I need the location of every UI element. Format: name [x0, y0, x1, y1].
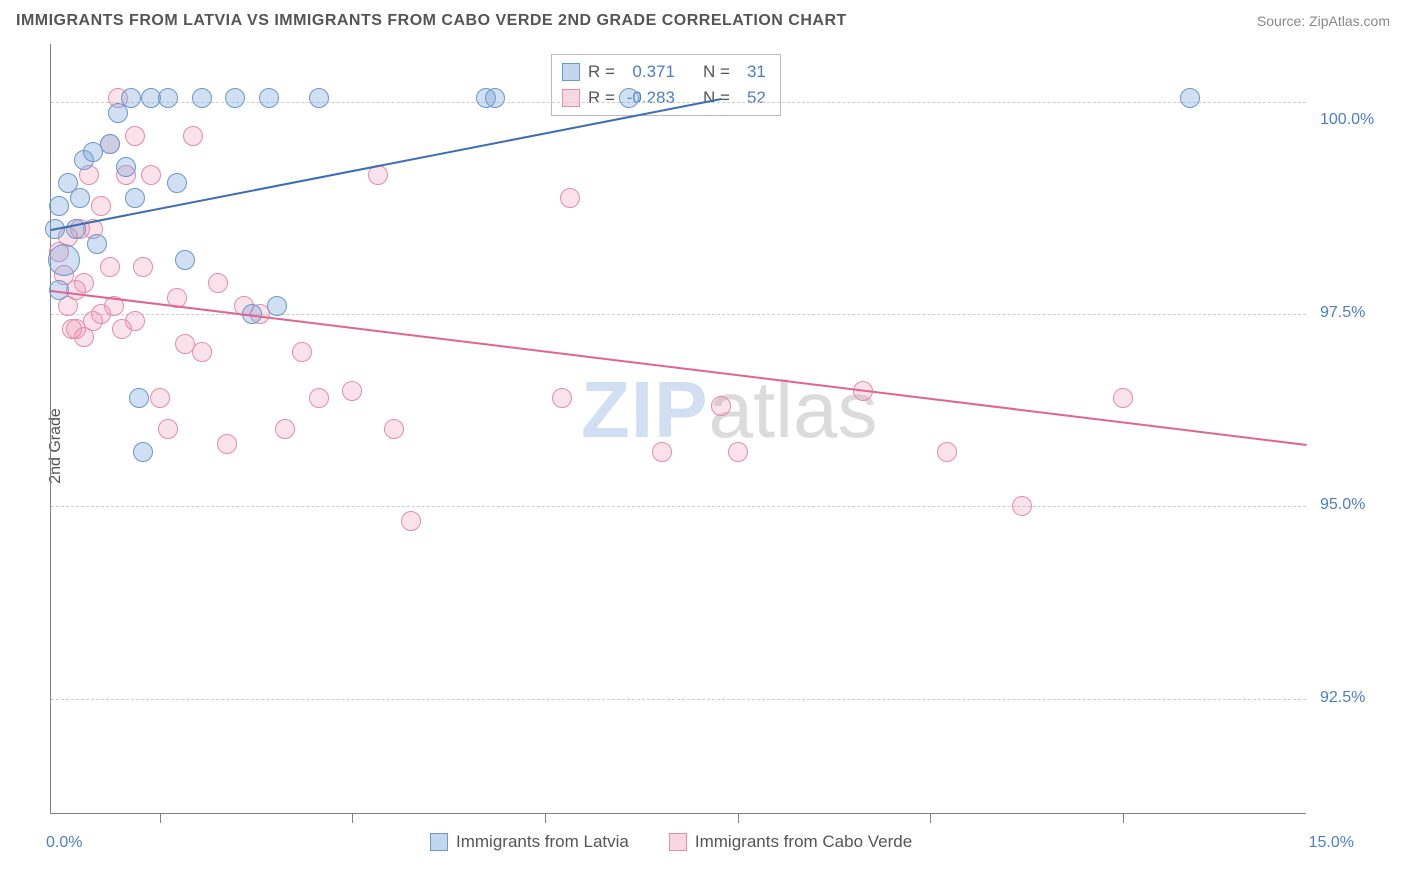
data-point: [937, 442, 957, 462]
data-point: [125, 126, 145, 146]
data-point: [401, 511, 421, 531]
legend-label-blue: Immigrants from Latvia: [456, 832, 629, 852]
data-point: [309, 388, 329, 408]
legend-item-pink: Immigrants from Cabo Verde: [669, 832, 912, 852]
data-point: [552, 388, 572, 408]
data-point: [141, 165, 161, 185]
data-point: [192, 342, 212, 362]
source-attribution: Source: ZipAtlas.com: [1257, 13, 1390, 29]
y-tick-label: 97.5%: [1320, 304, 1365, 322]
legend-blue-N: 31: [738, 62, 766, 82]
legend-swatch-pink: [562, 89, 580, 107]
watermark-atlas: atlas: [708, 365, 877, 454]
legend-pink-N: 52: [738, 88, 766, 108]
data-point: [267, 296, 287, 316]
legend-swatch-blue-icon: [430, 833, 448, 851]
gridline-h: [51, 699, 1306, 700]
x-min-label: 0.0%: [46, 834, 82, 852]
x-tick: [930, 813, 931, 823]
data-point: [183, 126, 203, 146]
data-point: [309, 88, 329, 108]
data-point: [192, 88, 212, 108]
data-point: [384, 419, 404, 439]
y-tick-label: 92.5%: [1320, 689, 1365, 707]
data-point: [292, 342, 312, 362]
data-point: [275, 419, 295, 439]
data-point: [259, 88, 279, 108]
data-point: [711, 396, 731, 416]
data-point: [167, 173, 187, 193]
header-bar: IMMIGRANTS FROM LATVIA VS IMMIGRANTS FRO…: [16, 12, 1390, 30]
data-point: [125, 311, 145, 331]
data-point: [1113, 388, 1133, 408]
chart-title: IMMIGRANTS FROM LATVIA VS IMMIGRANTS FRO…: [16, 12, 847, 30]
data-point: [652, 442, 672, 462]
data-point: [728, 442, 748, 462]
data-point: [217, 434, 237, 454]
data-point: [133, 257, 153, 277]
data-point: [208, 273, 228, 293]
data-point: [560, 188, 580, 208]
correlation-chart: ZIPatlas R = 0.371 N = 31 R = -0.283 N =…: [50, 44, 1306, 814]
series-legend: Immigrants from Latvia Immigrants from C…: [430, 832, 912, 852]
data-point: [342, 381, 362, 401]
data-point: [116, 157, 136, 177]
data-point: [485, 88, 505, 108]
legend-blue-R: 0.371: [623, 62, 675, 82]
legend-R-prefix: R =: [588, 88, 615, 108]
data-point: [1180, 88, 1200, 108]
watermark-zip: ZIP: [581, 365, 708, 454]
data-point: [129, 388, 149, 408]
x-tick: [738, 813, 739, 823]
data-point: [175, 250, 195, 270]
data-point: [619, 88, 639, 108]
data-point: [125, 188, 145, 208]
data-point: [49, 196, 69, 216]
x-max-label: 15.0%: [1309, 834, 1354, 852]
data-point: [48, 244, 80, 276]
data-point: [225, 88, 245, 108]
data-point: [1012, 496, 1032, 516]
data-point: [158, 419, 178, 439]
legend-N-prefix: N =: [703, 62, 730, 82]
data-point: [87, 234, 107, 254]
legend-swatch-pink-icon: [669, 833, 687, 851]
correlation-legend: R = 0.371 N = 31 R = -0.283 N = 52: [551, 54, 781, 116]
y-tick-label: 100.0%: [1320, 111, 1374, 129]
data-point: [158, 88, 178, 108]
legend-row-pink: R = -0.283 N = 52: [562, 85, 766, 111]
y-tick-label: 95.0%: [1320, 496, 1365, 514]
legend-label-pink: Immigrants from Cabo Verde: [695, 832, 912, 852]
data-point: [133, 442, 153, 462]
data-point: [91, 196, 111, 216]
data-point: [150, 388, 170, 408]
data-point: [100, 257, 120, 277]
gridline-h: [51, 506, 1306, 507]
data-point: [70, 188, 90, 208]
legend-item-blue: Immigrants from Latvia: [430, 832, 629, 852]
x-tick: [545, 813, 546, 823]
x-tick: [352, 813, 353, 823]
data-point: [121, 88, 141, 108]
data-point: [100, 134, 120, 154]
x-tick: [1123, 813, 1124, 823]
x-tick: [160, 813, 161, 823]
legend-swatch-blue: [562, 63, 580, 81]
legend-row-blue: R = 0.371 N = 31: [562, 59, 766, 85]
legend-R-prefix: R =: [588, 62, 615, 82]
data-point: [74, 273, 94, 293]
